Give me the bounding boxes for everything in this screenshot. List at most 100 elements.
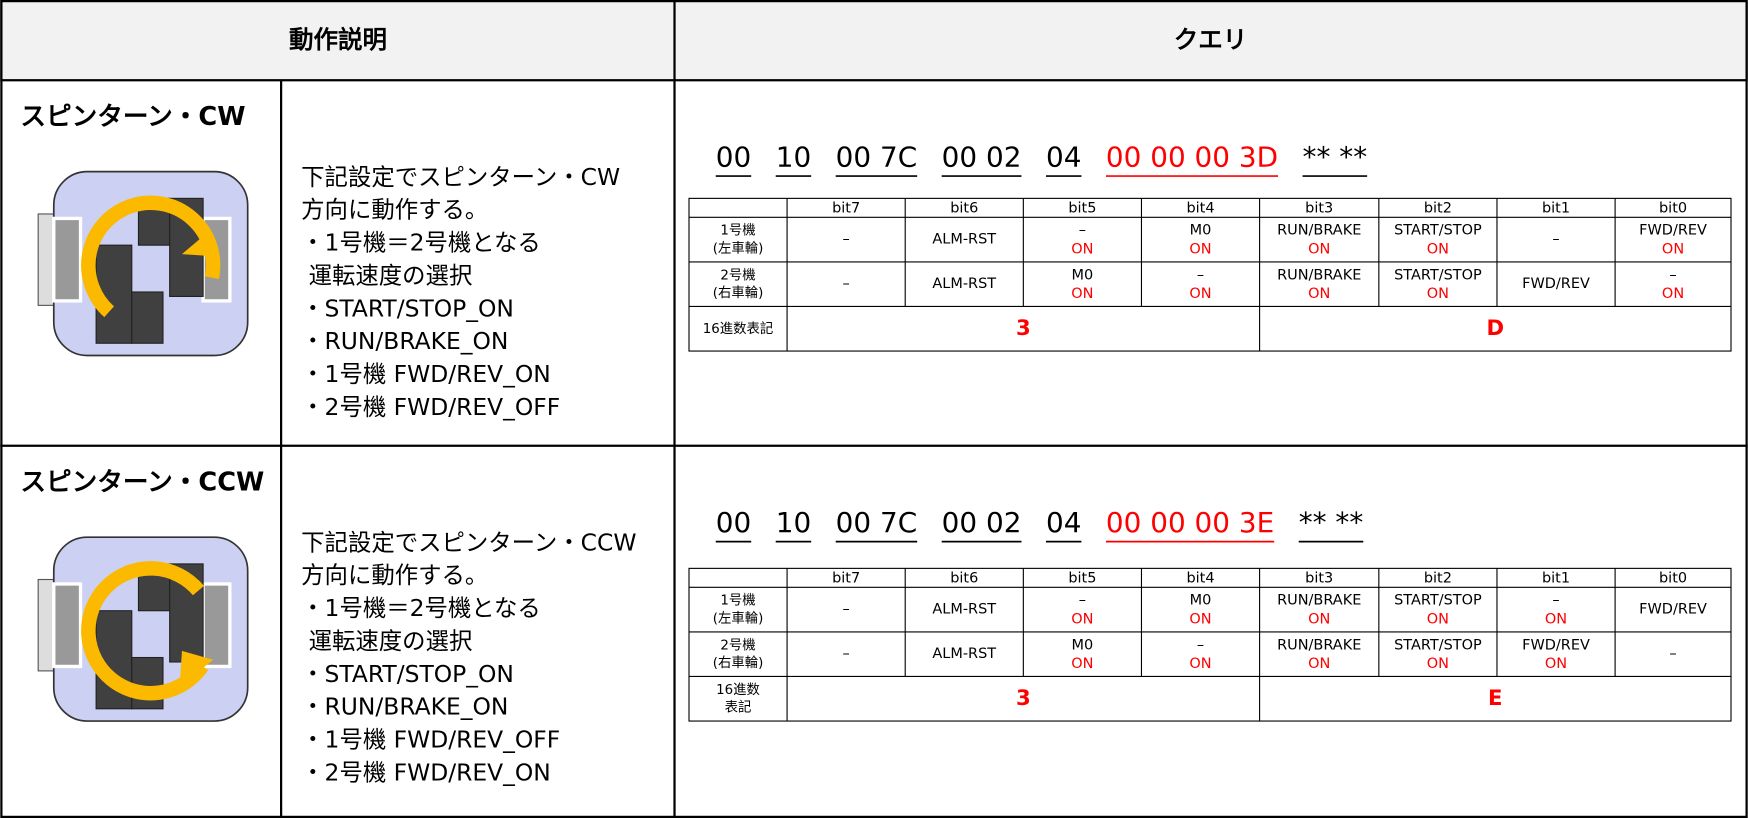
description-line: ・START/STOP_ON <box>301 294 514 322</box>
description-line: ・RUN/BRAKE_ON <box>301 327 508 355</box>
description-line: ・2号機 FWD/REV_OFF <box>301 393 560 421</box>
bit-state: ON <box>1308 286 1330 302</box>
bit-header: bit7 <box>832 200 860 216</box>
bit-header: bit4 <box>1186 570 1214 586</box>
bit-name: ALM-RST <box>932 646 996 662</box>
bit-row-label: (右車輪) <box>713 654 764 671</box>
bit-header: bit6 <box>950 200 978 216</box>
bit-header: bit3 <box>1305 570 1333 586</box>
bit-state: ON <box>1308 612 1330 628</box>
query-segment: 04 <box>1046 140 1081 173</box>
description-line: ・1号機＝2号機となる <box>301 229 541 257</box>
query-segment: 10 <box>776 506 811 539</box>
description-line: 方向に動作する。 <box>301 561 488 589</box>
bit-name: – <box>843 232 850 248</box>
bit-name: – <box>843 646 850 662</box>
hex-digit: E <box>1488 685 1502 710</box>
bit-row-label: 1号機 <box>720 593 755 609</box>
spin-icon <box>37 170 249 357</box>
bit-row-label: 表記 <box>725 699 752 716</box>
bit-state: ON <box>1189 286 1211 302</box>
bit-name: – <box>1079 223 1086 239</box>
query-segment: 00 <box>716 140 751 173</box>
bit-state: ON <box>1071 612 1093 628</box>
description-line: 方向に動作する。 <box>301 196 488 224</box>
bit-name: ALM-RST <box>932 232 996 248</box>
bit-state: ON <box>1071 242 1093 258</box>
bit-header: bit0 <box>1659 570 1687 586</box>
query-segment: 00 00 00 3D <box>1106 140 1278 173</box>
bit-header: bit1 <box>1542 200 1570 216</box>
query-segment: 00 00 00 3E <box>1106 506 1274 539</box>
bit-row-label: 2号機 <box>720 267 755 283</box>
description-line: ・1号機＝2号機となる <box>301 594 541 622</box>
bit-name: START/STOP <box>1394 637 1482 653</box>
bit-header: bit5 <box>1068 570 1096 586</box>
query-segment: ** ** <box>1303 140 1368 173</box>
bit-name: START/STOP <box>1394 223 1482 239</box>
bit-name: M0 <box>1190 223 1212 239</box>
description-line: ・1号機 FWD/REV_ON <box>301 360 551 388</box>
bit-state: ON <box>1545 656 1567 672</box>
bit-name: – <box>1197 267 1204 283</box>
wheel <box>201 582 232 669</box>
bit-name: – <box>1552 232 1559 248</box>
header-row <box>0 0 1748 82</box>
header-description: 動作説明 <box>289 25 387 54</box>
description-line: ・RUN/BRAKE_ON <box>301 693 508 721</box>
bit-name: START/STOP <box>1394 593 1482 609</box>
query-segment: 04 <box>1046 506 1081 539</box>
bit-name: – <box>1079 593 1086 609</box>
bit-name: – <box>1669 646 1676 662</box>
query-segment: ** ** <box>1299 506 1364 539</box>
bit-header: bit2 <box>1424 570 1452 586</box>
query-segment: 00 7C <box>836 140 917 173</box>
description-line: ・START/STOP_ON <box>301 660 514 688</box>
bit-table-border <box>688 197 1732 352</box>
wheel <box>52 582 83 669</box>
bit-state: ON <box>1427 612 1449 628</box>
block <box>131 656 164 710</box>
hex-digit: 3 <box>1016 685 1031 710</box>
spin-icon <box>37 536 249 722</box>
hex-digit: D <box>1487 315 1505 340</box>
bit-state: ON <box>1427 656 1449 672</box>
bit-row-label: 16進数表記 <box>703 320 773 337</box>
bit-name: START/STOP <box>1394 267 1482 283</box>
bit-row-label: (右車輪) <box>713 284 764 301</box>
bit-name: M0 <box>1072 267 1094 283</box>
bit-header: bit4 <box>1186 200 1214 216</box>
arrowhead <box>179 650 214 687</box>
bit-name: RUN/BRAKE <box>1277 223 1361 239</box>
bit-state: ON <box>1189 242 1211 258</box>
bit-header: bit6 <box>950 570 978 586</box>
bit-name: – <box>1197 637 1204 653</box>
bit-row-label: (左車輪) <box>713 610 764 627</box>
bit-state: ON <box>1189 612 1211 628</box>
bit-row-label: 16進数 <box>716 682 760 698</box>
wheel <box>52 216 83 303</box>
bit-name: RUN/BRAKE <box>1277 267 1361 283</box>
query-segment: 00 02 <box>942 506 1022 539</box>
bit-name: ALM-RST <box>932 602 996 618</box>
arrow <box>81 561 209 701</box>
bit-name: FWD/REV <box>1522 276 1590 292</box>
description-line: ・1号機 FWD/REV_OFF <box>301 726 560 754</box>
bit-name: M0 <box>1190 593 1212 609</box>
bit-name: – <box>1669 267 1676 283</box>
bit-name: – <box>843 276 850 292</box>
description-line: 運転速度の選択 <box>301 627 472 655</box>
bit-name: M0 <box>1072 637 1094 653</box>
description-line: ・2号機 FWD/REV_ON <box>301 758 551 786</box>
bit-header: bit0 <box>1659 200 1687 216</box>
arrowhead <box>181 229 216 257</box>
bit-row-label: (左車輪) <box>713 240 764 257</box>
query-segment: 00 <box>716 506 751 539</box>
bit-name: RUN/BRAKE <box>1277 637 1361 653</box>
block <box>131 291 164 344</box>
bit-table-border <box>688 567 1732 722</box>
bit-header: bit3 <box>1305 200 1333 216</box>
